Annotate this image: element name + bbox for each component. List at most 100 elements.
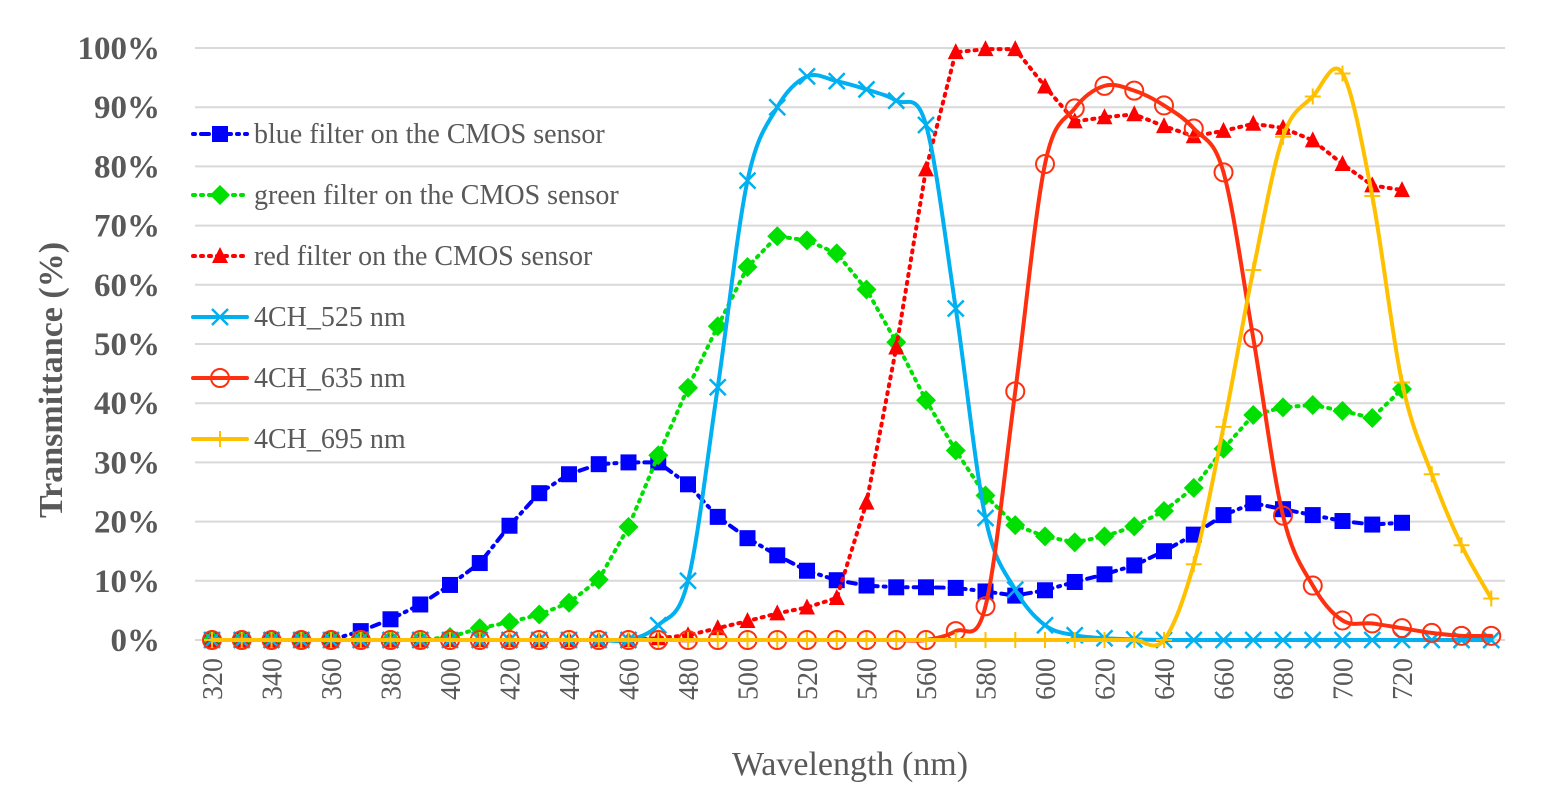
circle-marker bbox=[1124, 80, 1145, 101]
plus-marker bbox=[1304, 88, 1321, 105]
plus-marker bbox=[1066, 632, 1083, 648]
y-tick-label: 40% bbox=[94, 386, 160, 422]
square-marker bbox=[501, 517, 518, 534]
diamond-marker bbox=[1094, 526, 1115, 547]
plus-marker bbox=[799, 632, 815, 648]
square-marker bbox=[799, 562, 815, 579]
triangle-marker bbox=[1304, 131, 1321, 148]
plus-marker bbox=[709, 632, 726, 648]
diamond-marker bbox=[797, 230, 817, 251]
plus-marker bbox=[1037, 632, 1053, 648]
diamond-marker bbox=[1332, 400, 1353, 421]
diamond-marker bbox=[1005, 515, 1026, 536]
x-marker bbox=[976, 509, 995, 527]
x-tick-label: 680 bbox=[1269, 658, 1300, 700]
triangle-marker bbox=[888, 338, 905, 355]
diamond-marker bbox=[1183, 477, 1204, 498]
diamond-marker bbox=[945, 440, 966, 461]
triangle-marker bbox=[1037, 77, 1053, 94]
plus-marker bbox=[471, 632, 488, 648]
triangle-marker bbox=[1007, 40, 1024, 57]
square-marker bbox=[1364, 516, 1381, 533]
x-marker bbox=[1333, 631, 1352, 649]
plus-marker bbox=[620, 632, 637, 648]
circle-marker bbox=[1243, 328, 1264, 349]
x-marker bbox=[827, 72, 846, 91]
triangle-marker bbox=[1394, 181, 1410, 198]
plus-marker bbox=[1364, 188, 1381, 204]
triangle-marker bbox=[1066, 112, 1083, 129]
x-tick-label: 540 bbox=[853, 658, 884, 700]
square-marker bbox=[1185, 526, 1202, 543]
diamond-marker bbox=[826, 243, 847, 264]
x-tick-label: 340 bbox=[258, 658, 289, 700]
square-marker bbox=[620, 454, 637, 471]
square-marker bbox=[471, 555, 488, 572]
circle-marker bbox=[1154, 95, 1174, 116]
y-tick-label: 50% bbox=[94, 327, 160, 363]
plus-marker bbox=[1126, 632, 1143, 648]
x-marker bbox=[1303, 631, 1322, 649]
legend-entry: red filter on the CMOS sensor bbox=[191, 241, 593, 272]
diamond-marker bbox=[1154, 500, 1174, 521]
y-tick-label: 60% bbox=[94, 268, 160, 304]
circle-marker bbox=[210, 368, 230, 388]
plus-marker bbox=[501, 632, 518, 648]
diamond-marker bbox=[529, 604, 550, 625]
legend-entry: green filter on the CMOS sensor bbox=[191, 180, 619, 211]
square-marker bbox=[828, 572, 845, 589]
x-tick-label: 440 bbox=[555, 658, 586, 700]
plus-marker bbox=[1453, 537, 1470, 554]
plus-marker bbox=[233, 632, 250, 648]
plus-marker bbox=[650, 632, 667, 648]
x-tick-label: 560 bbox=[912, 658, 943, 700]
x-tick-label: 480 bbox=[674, 658, 705, 700]
square-marker bbox=[212, 126, 228, 142]
x-marker bbox=[1036, 616, 1054, 635]
circle-marker bbox=[1302, 575, 1323, 596]
x-marker bbox=[679, 571, 697, 590]
series-blue-filter-on-the-cmos-sensor bbox=[204, 454, 1410, 648]
circle-marker bbox=[1392, 618, 1412, 639]
plus-marker bbox=[918, 632, 934, 648]
plus-marker bbox=[590, 632, 607, 648]
x-marker bbox=[946, 299, 965, 318]
square-marker bbox=[947, 579, 964, 596]
x-tick-label: 380 bbox=[377, 658, 408, 700]
plus-marker bbox=[828, 632, 845, 648]
triangle-marker bbox=[799, 598, 815, 615]
x-marker bbox=[798, 67, 816, 86]
x-marker bbox=[1184, 631, 1203, 649]
legend-label: red filter on the CMOS sensor bbox=[254, 241, 593, 272]
circle-marker bbox=[1481, 625, 1502, 646]
circle-marker bbox=[1213, 162, 1234, 183]
diamond-marker bbox=[916, 390, 936, 411]
legend-label: blue filter on the CMOS sensor bbox=[254, 119, 605, 150]
x-marker bbox=[1363, 631, 1382, 649]
plus-marker bbox=[561, 632, 577, 648]
triangle-marker bbox=[1096, 108, 1113, 125]
x-marker bbox=[857, 80, 876, 99]
y-tick-label: 70% bbox=[94, 209, 160, 245]
plus-marker bbox=[1245, 262, 1262, 278]
diamond-marker bbox=[1302, 394, 1323, 415]
x-tick-label: 640 bbox=[1150, 658, 1181, 700]
circle-marker bbox=[975, 596, 996, 617]
legend: blue filter on the CMOS sensor green filt… bbox=[191, 119, 619, 455]
legend-label: green filter on the CMOS sensor bbox=[254, 180, 619, 211]
square-marker bbox=[590, 456, 607, 473]
circle-marker bbox=[1035, 154, 1055, 175]
diamond-marker bbox=[767, 226, 788, 247]
square-marker bbox=[561, 466, 577, 483]
square-marker bbox=[858, 577, 875, 594]
diamond-marker bbox=[648, 445, 669, 466]
circle-marker bbox=[1183, 118, 1204, 139]
x-marker bbox=[1244, 631, 1263, 649]
plus-marker bbox=[323, 632, 339, 648]
y-axis-ticks: 0% 10% 20% 30% 40% 50% 60% 70% 80% 90% 100% bbox=[78, 31, 161, 659]
diamond-marker bbox=[588, 569, 609, 590]
x-tick-label: 580 bbox=[972, 658, 1003, 700]
square-marker bbox=[1304, 507, 1321, 524]
diamond-marker bbox=[1064, 532, 1085, 553]
diamond-marker bbox=[210, 185, 230, 205]
